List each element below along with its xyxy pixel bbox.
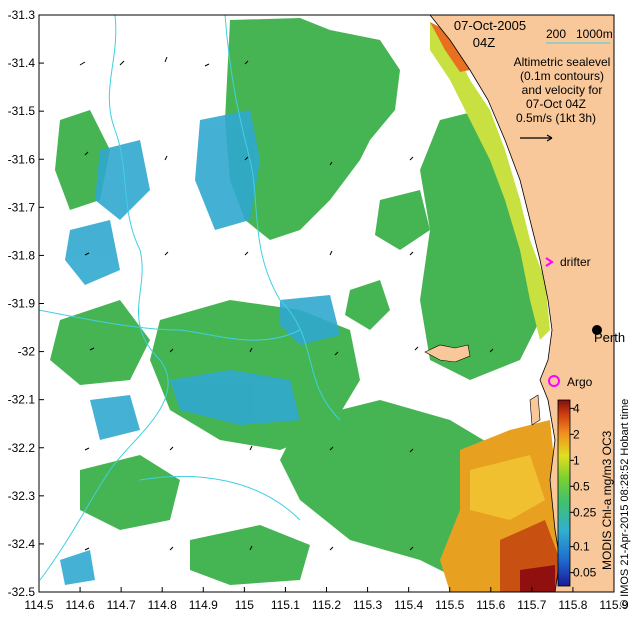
x-tick-label: 115.1 <box>271 598 300 612</box>
legend-line-3: and velocity for <box>522 83 603 97</box>
x-tick-label: 115.2 <box>312 598 341 612</box>
legend-line-2: (0.1m contours) <box>520 69 604 83</box>
credit-text: © IMOS 21-Apr-2015 08:28:52 Hobart time <box>619 399 631 608</box>
map-date: 07-Oct-2005 <box>454 18 526 33</box>
velocity-arrows <box>79 56 494 551</box>
x-tick-label: 115.5 <box>435 598 464 612</box>
x-tick-label: 115.3 <box>353 598 382 612</box>
y-tick-label: -32.4 <box>8 537 36 551</box>
y-tick-label: -31.9 <box>8 297 36 311</box>
y-tick-label: -31.3 <box>8 8 36 22</box>
colorbar-tick-label: 0.05 <box>573 566 597 580</box>
y-tick-label: -31.8 <box>8 248 36 262</box>
colorbar-tick-label: 0.1 <box>573 540 590 554</box>
colorbar-tick-label: 0.5 <box>573 479 590 493</box>
low-chl-patches <box>60 110 340 585</box>
perth-label: Perth <box>594 330 625 345</box>
map-time: 04Z <box>473 35 495 50</box>
perth-marker: Perth <box>592 325 625 345</box>
colorbar-tick-label: 1 <box>573 453 580 467</box>
legend-line-4: 07-Oct 04Z <box>526 97 586 111</box>
argo-label: Argo <box>567 375 593 389</box>
argo-marker: Argo <box>548 375 593 389</box>
y-tick-label: -32 <box>18 345 36 359</box>
colorbar-ticks: 4 2 1 0.5 0.25 0.1 0.05 <box>570 401 597 580</box>
x-tick-label: 114.6 <box>66 598 95 612</box>
y-tick-label: -32.2 <box>8 441 36 455</box>
x-tick-label: 115.7 <box>517 598 546 612</box>
colorbar-title: MODIS Chl-a mg/m3 OC3 <box>600 430 614 570</box>
drifter-label: drifter <box>560 255 591 269</box>
y-axis: -31.3 -31.4 -31.5 -31.6 -31.7 -31.8 -31.9 -32 -3… <box>8 8 44 599</box>
colorbar-gradient <box>557 399 571 587</box>
x-tick-label: 114.8 <box>148 598 177 612</box>
y-tick-label: -32.3 <box>8 489 36 503</box>
x-tick-label: 115.6 <box>476 598 505 612</box>
x-tick-label: 114.9 <box>189 598 218 612</box>
high-chl-coastal <box>430 22 560 592</box>
colorbar-tick-label: 4 <box>573 401 580 415</box>
y-tick-label: -31.6 <box>8 152 36 166</box>
x-tick-label: 114.7 <box>107 598 136 612</box>
x-tick-label: 115.4 <box>394 598 423 612</box>
y-tick-label: -32.1 <box>8 393 36 407</box>
colorbar: 4 2 1 0.5 0.25 0.1 0.05 MODIS Chl-a mg/m3 OC3 <box>557 399 614 587</box>
x-tick-label: 115.9 <box>599 598 628 612</box>
colorbar-tick-label: 0.25 <box>573 505 597 519</box>
bathy-label-1000: 1000m <box>576 27 613 41</box>
data-layer <box>39 15 614 592</box>
drifter-marker: drifter <box>545 255 591 269</box>
legend-arrow-head <box>546 134 553 142</box>
legend-line-1: Altimetric sealevel <box>514 55 611 69</box>
argo-circle-icon <box>548 375 560 387</box>
y-tick-label: -31.4 <box>8 56 36 70</box>
colorbar-tick-label: 2 <box>573 427 580 441</box>
bathymetry-contours <box>39 15 341 581</box>
island <box>424 344 471 363</box>
perth-dot-icon <box>592 325 602 335</box>
x-tick-label: 115 <box>235 598 254 612</box>
y-tick-label: -31.5 <box>8 104 36 118</box>
y-tick-label: -31.7 <box>8 200 36 214</box>
legend-line-5: 0.5m/s (1kt 3h) <box>516 111 596 125</box>
x-tick-label: 114.5 <box>24 598 53 612</box>
velocity-legend: Altimetric sealevel (0.1m contours) and … <box>514 55 611 142</box>
island-south <box>529 394 541 426</box>
x-tick-label: 115.8 <box>558 598 587 612</box>
drifter-icon <box>545 257 554 267</box>
bathy-label-200: 200 <box>546 27 566 41</box>
x-axis: 114.5 114.6 114.7 114.8 114.9 115 115.1 115.2 11… <box>24 587 629 612</box>
y-tick-label: -32.5 <box>8 585 36 599</box>
